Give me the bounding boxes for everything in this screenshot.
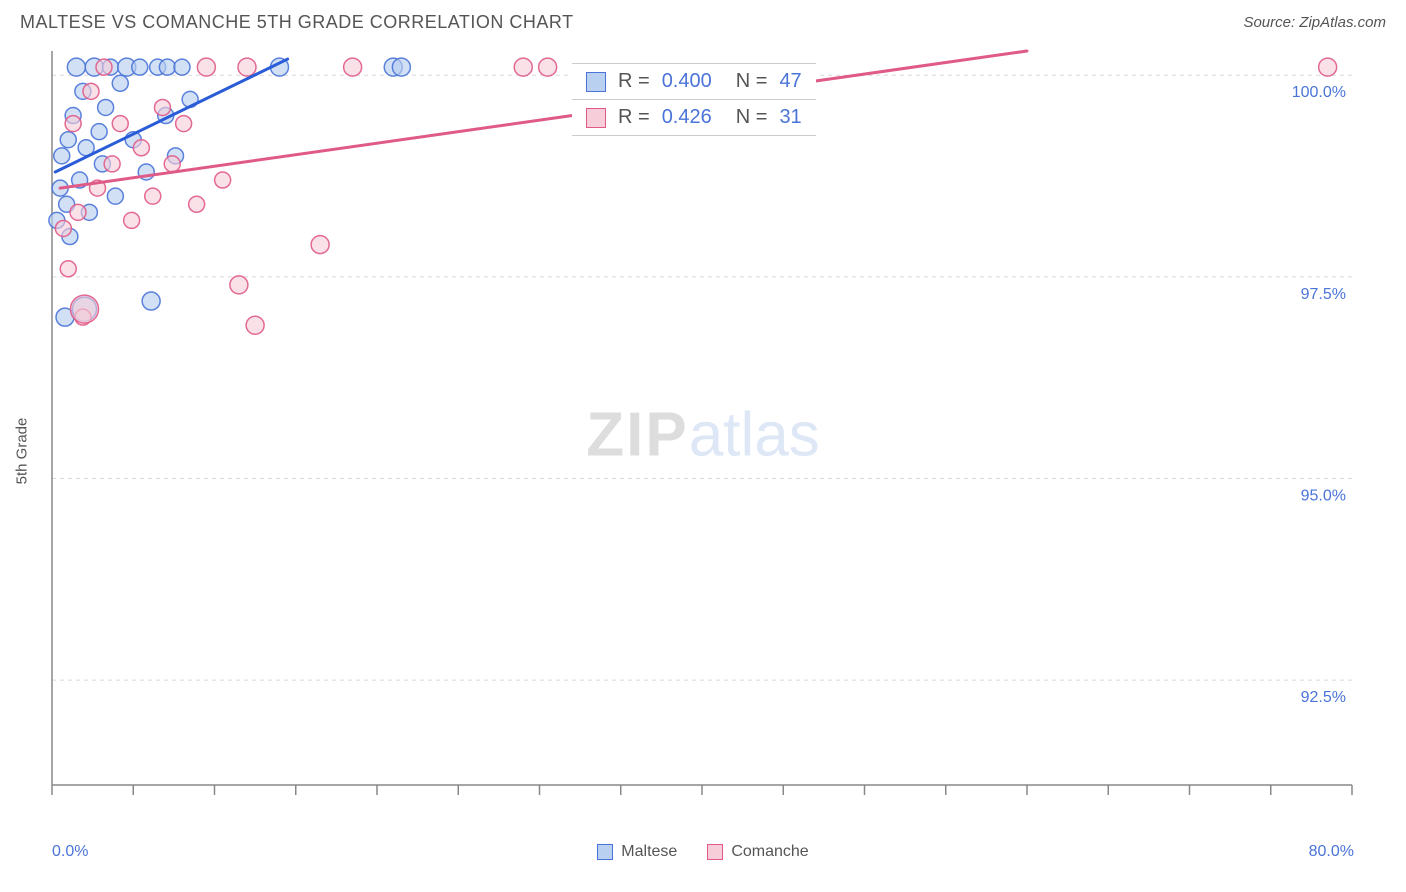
chart-source: Source: ZipAtlas.com [1243, 14, 1386, 31]
legend-swatch [597, 844, 613, 860]
stats-row: R = 0.400 N = 47 [572, 68, 816, 95]
stats-swatch [586, 108, 606, 128]
legend-item: Maltese [597, 843, 677, 861]
chart-header: MALTESE VS COMANCHE 5TH GRADE CORRELATIO… [12, 12, 1394, 41]
legend: Maltese Comanche [12, 843, 1394, 861]
stats-r-value: 0.400 [662, 70, 712, 93]
stats-swatch [586, 72, 606, 92]
legend-item: Comanche [707, 843, 808, 861]
stats-box: R = 0.400 N = 47 R = 0.426 N = 31 [572, 63, 816, 136]
stats-n-value: 47 [779, 70, 801, 93]
legend-label: Comanche [731, 843, 808, 861]
scatter-plot: 100.0% 97.5% 95.0% 92.5% [12, 41, 1394, 831]
y-axis-label: 5th Grade [14, 418, 31, 485]
stats-row: R = 0.426 N = 31 [572, 99, 816, 131]
legend-swatch [707, 844, 723, 860]
chart-area: 5th Grade 100.0%97.5%95.0%92.5% ZIPatlas… [12, 41, 1394, 861]
svg-text:92.5%: 92.5% [1301, 689, 1346, 706]
stats-n-value: 31 [779, 106, 801, 129]
svg-text:100.0%: 100.0% [1292, 84, 1346, 101]
legend-label: Maltese [621, 843, 677, 861]
chart-title: MALTESE VS COMANCHE 5TH GRADE CORRELATIO… [20, 12, 574, 33]
svg-text:95.0%: 95.0% [1301, 487, 1346, 504]
svg-text:97.5%: 97.5% [1301, 286, 1346, 303]
stats-r-label: R = [618, 106, 650, 129]
stats-r-label: R = [618, 70, 650, 93]
stats-n-label: N = [736, 70, 768, 93]
stats-n-label: N = [736, 106, 768, 129]
stats-r-value: 0.426 [662, 106, 712, 129]
